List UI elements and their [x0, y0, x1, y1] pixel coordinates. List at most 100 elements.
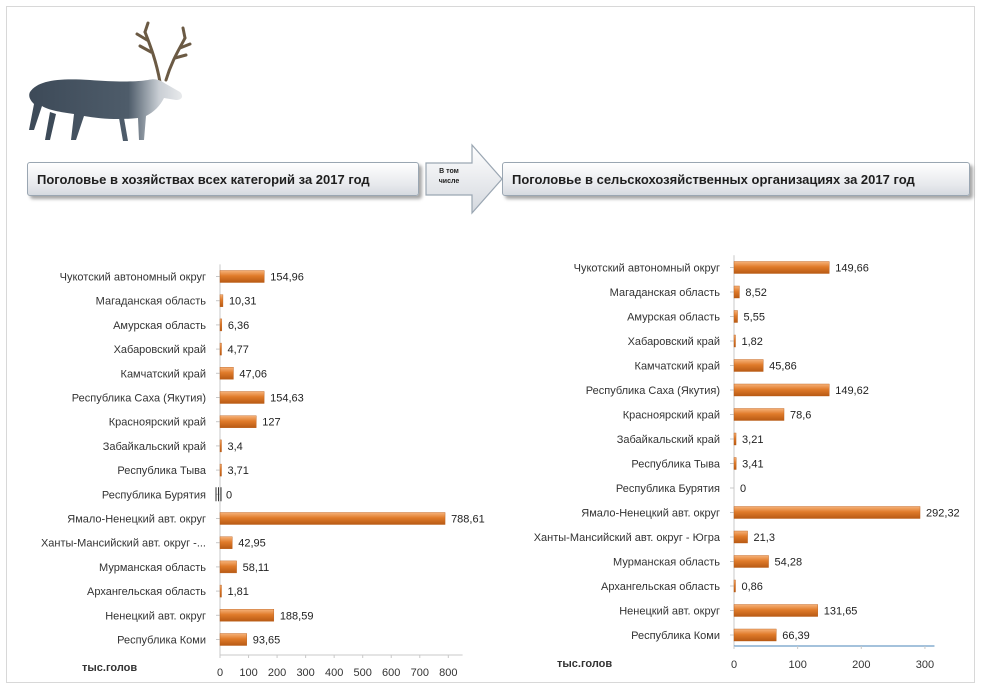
right-bar-chart: Чукотский автономный округ 149,66 Магаданс…: [534, 255, 960, 671]
category-label: Мурманская область: [99, 562, 206, 574]
bar: [219, 270, 265, 283]
category-label: Ненецкий авт. округ: [619, 606, 720, 618]
value-label: 0,86: [742, 581, 763, 593]
category-label: Камчатский край: [121, 368, 206, 380]
category-label: Мурманская область: [613, 557, 720, 569]
bar: [733, 383, 830, 397]
category-label: Магаданская область: [610, 287, 721, 299]
reindeer-illustration: [29, 21, 192, 141]
category-label: Красноярский край: [623, 410, 720, 422]
right-arrow-icon: [425, 143, 503, 215]
value-label: 3,41: [742, 459, 763, 471]
value-label: 149,66: [835, 263, 869, 275]
bar: [219, 512, 446, 525]
category-label: Забайкальский край: [103, 441, 206, 453]
value-label: 54,28: [775, 557, 803, 569]
arrow-caption-line1: В том: [439, 168, 459, 175]
x-tick-label: 200: [852, 659, 870, 671]
bar: [219, 294, 224, 307]
x-tick-label: 300: [916, 659, 934, 671]
value-label: 58,11: [243, 562, 270, 574]
x-tick-label: 600: [382, 667, 400, 679]
value-label: 6,36: [228, 320, 249, 332]
category-label: Забайкальский край: [617, 434, 720, 446]
bar: [219, 584, 222, 598]
x-tick-label: 500: [354, 667, 372, 679]
value-label: 5,55: [744, 312, 765, 324]
category-label: Ямало-Ненецкий авт. округ: [67, 514, 206, 526]
bar: [733, 530, 748, 544]
x-tick-label: 0: [217, 667, 223, 679]
value-label: 47,06: [239, 368, 267, 380]
bar: [733, 555, 769, 568]
bar: [733, 359, 764, 372]
value-label: 149,62: [835, 385, 869, 397]
x-tick-label: 400: [325, 667, 343, 679]
x-tick-label: 100: [239, 667, 257, 679]
x-tick-label: 100: [788, 659, 806, 671]
value-label: 66,39: [782, 630, 810, 642]
bar: [733, 310, 738, 323]
bar: [733, 457, 737, 470]
value-label: 78,6: [790, 410, 811, 422]
value-label: 127: [262, 417, 280, 429]
bar: [733, 285, 740, 299]
x-tick-label: 200: [268, 667, 286, 679]
value-label: 3,21: [742, 434, 763, 446]
category-label: Республика Коми: [117, 635, 206, 647]
category-label: Республика Тыва: [631, 459, 721, 471]
right-unit-label: тыс.голов: [557, 658, 613, 670]
bar: [219, 560, 237, 574]
category-label: Ханты-Мансийский авт. округ -...: [41, 538, 206, 550]
bar: [733, 261, 830, 274]
bar: [733, 408, 785, 421]
category-label: Ямало-Ненецкий авт. округ: [581, 508, 720, 520]
bar: [219, 633, 247, 646]
category-label: Республика Бурятия: [102, 489, 206, 501]
left-chart-title: Поголовье в хозяйствах всех категорий за…: [27, 162, 419, 196]
category-label: Амурская область: [627, 312, 720, 324]
category-label: Республика Бурятия: [616, 483, 720, 495]
x-tick-label: 700: [411, 667, 429, 679]
value-label: 1,82: [742, 336, 763, 348]
value-label: 8,52: [745, 287, 766, 299]
category-label: Ханты-Мансийский авт. округ - Югра: [534, 532, 721, 544]
category-label: Чукотский автономный округ: [60, 272, 206, 284]
bar: [219, 342, 222, 356]
value-label: 131,65: [824, 606, 858, 618]
value-label: 0: [226, 489, 232, 501]
bar: [219, 318, 223, 332]
value-label: 93,65: [253, 635, 281, 647]
value-label: 42,95: [238, 538, 266, 550]
value-label: 45,86: [769, 361, 797, 373]
category-label: Республика Саха (Якутия): [72, 393, 206, 405]
bar: [219, 415, 257, 428]
arrow-caption: В том числе: [432, 167, 466, 187]
category-label: Хабаровский край: [114, 344, 206, 356]
left-bar-chart: Чукотский автономный округ 154,96 Магаданс…: [41, 264, 485, 679]
bar: [219, 439, 222, 453]
x-tick-label: 300: [296, 667, 314, 679]
bar: [219, 391, 265, 404]
bar: [219, 463, 222, 477]
x-tick-label: 0: [731, 659, 737, 671]
bar: [219, 609, 275, 622]
category-label: Республика Саха (Якутия): [586, 385, 720, 397]
value-label: 292,32: [926, 508, 960, 520]
category-label: Республика Коми: [631, 630, 720, 642]
value-label: 154,63: [270, 393, 304, 405]
arrow-caption-line2: числе: [438, 178, 460, 185]
value-label: 21,3: [754, 532, 775, 544]
bar: [219, 536, 233, 549]
category-label: Красноярский край: [109, 417, 206, 429]
bar: [733, 579, 736, 593]
category-label: Архангельская область: [87, 586, 206, 598]
category-label: Архангельская область: [601, 581, 720, 593]
x-tick-label: 800: [439, 667, 457, 679]
value-label: 3,71: [228, 465, 249, 477]
category-label: Амурская область: [113, 320, 206, 332]
value-label: 1,81: [228, 586, 249, 598]
value-label: 788,61: [451, 514, 485, 526]
figure-frame: [6, 6, 975, 683]
